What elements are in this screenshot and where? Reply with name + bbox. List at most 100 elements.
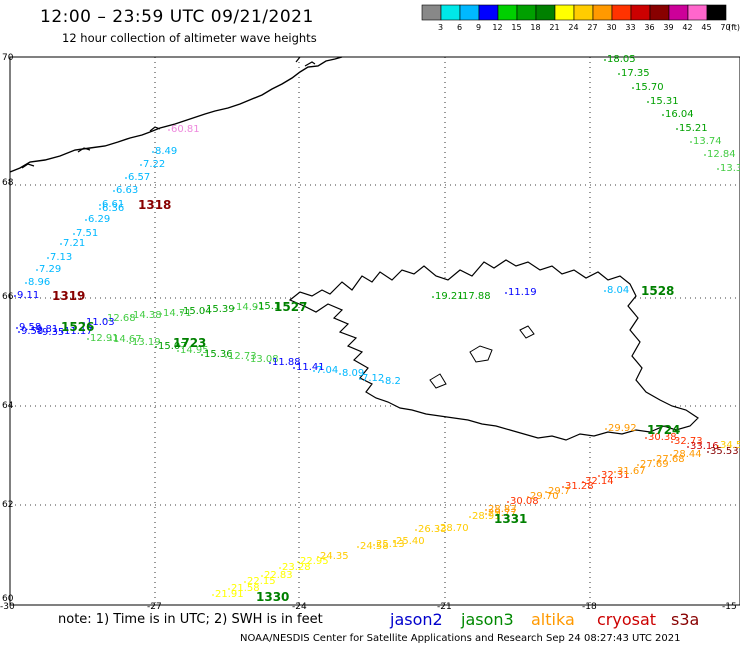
track-point bbox=[160, 313, 162, 315]
wave-height-value: 22.83 bbox=[264, 570, 293, 581]
legend-label: 45 bbox=[701, 23, 712, 32]
satellite-name-jason2: jason2 bbox=[390, 610, 443, 629]
legend-swatch bbox=[535, 4, 556, 21]
legend-swatch bbox=[687, 4, 708, 21]
legend-swatch bbox=[497, 4, 518, 21]
wave-height-value: 30.08 bbox=[510, 496, 539, 507]
legend-label: 42 bbox=[682, 23, 693, 32]
track-point bbox=[255, 306, 257, 308]
track-point bbox=[562, 486, 564, 488]
wave-height-value: 28.91 bbox=[472, 511, 501, 522]
wave-height-track-markers bbox=[14, 59, 719, 596]
wave-height-value: 15.39 bbox=[206, 304, 235, 315]
x-tick-label: -15 bbox=[722, 602, 737, 612]
footer-credit: NOAA/NESDIS Center for Satellite Applica… bbox=[240, 633, 681, 644]
track-point bbox=[637, 464, 639, 466]
track-point bbox=[73, 233, 75, 235]
track-point bbox=[60, 243, 62, 245]
wave-height-value: 9.58 bbox=[19, 322, 42, 333]
track-point bbox=[459, 296, 461, 298]
wave-height-value: 15.36 bbox=[204, 349, 233, 360]
legend-label: 12 bbox=[492, 23, 503, 32]
track-point bbox=[614, 471, 616, 473]
map-frame bbox=[9, 56, 740, 606]
track-point bbox=[690, 141, 692, 143]
track-point bbox=[87, 338, 89, 340]
track-point bbox=[212, 594, 214, 596]
legend-label: 15 bbox=[511, 23, 522, 32]
x-tick-label: -18 bbox=[582, 602, 597, 612]
pass-time-label: 1723 bbox=[173, 336, 207, 350]
track-point bbox=[110, 339, 112, 341]
wave-height-value: 6.29 bbox=[88, 214, 111, 225]
wave-height-value: 32.73 bbox=[674, 436, 703, 447]
pass-time-label: 1528 bbox=[641, 284, 675, 298]
wave-height-value: 7.04 bbox=[316, 365, 339, 376]
wave-height-value: 17.88 bbox=[462, 291, 491, 302]
track-point bbox=[432, 296, 434, 298]
legend-swatch bbox=[706, 4, 727, 21]
wave-height-value: 9.81 bbox=[36, 324, 59, 335]
pass-time-label: 1330 bbox=[256, 590, 290, 604]
wave-height-value: 7.29 bbox=[39, 264, 62, 275]
y-tick-label: 60 bbox=[2, 594, 14, 604]
wave-height-value: 16.04 bbox=[665, 109, 694, 120]
wave-height-value: 28.44 bbox=[673, 449, 702, 460]
track-point bbox=[99, 204, 101, 206]
track-point bbox=[317, 556, 319, 558]
track-point bbox=[140, 164, 142, 166]
track-point bbox=[670, 454, 672, 456]
greenland-coast-detail bbox=[21, 56, 316, 169]
pass-time-label: 1526 bbox=[61, 320, 95, 334]
wave-height-value: 28.70 bbox=[440, 523, 469, 534]
greenland-coastline bbox=[9, 56, 343, 173]
track-point bbox=[393, 541, 395, 543]
legend-label: 21 bbox=[549, 23, 560, 32]
track-point bbox=[357, 546, 359, 548]
legend-swatch bbox=[611, 4, 632, 21]
track-point bbox=[83, 322, 85, 324]
track-point bbox=[104, 318, 106, 320]
legend-label: 9 bbox=[475, 23, 482, 32]
track-point bbox=[261, 575, 263, 577]
wave-height-value: 15.31 bbox=[650, 96, 679, 107]
wave-height-value: 27.68 bbox=[656, 454, 685, 465]
track-point bbox=[130, 315, 132, 317]
track-point bbox=[527, 496, 529, 498]
wave-height-value: 15.04 bbox=[183, 306, 212, 317]
track-point bbox=[18, 331, 20, 333]
wave-height-value: 22.15 bbox=[247, 576, 276, 587]
wave-height-value: 14.38 bbox=[133, 310, 162, 321]
track-point bbox=[247, 359, 249, 361]
wave-height-value: 7.13 bbox=[50, 252, 73, 263]
legend-swatch bbox=[516, 4, 537, 21]
track-point bbox=[39, 332, 41, 334]
wave-height-value: 15.1 bbox=[258, 301, 281, 312]
wave-height-value: 33.16 bbox=[690, 441, 719, 452]
track-point bbox=[25, 282, 27, 284]
wave-height-value: 25.13 bbox=[376, 539, 405, 550]
track-point bbox=[382, 381, 384, 383]
legend-swatch bbox=[592, 4, 613, 21]
track-point bbox=[469, 516, 471, 518]
track-point bbox=[647, 101, 649, 103]
legend-label: 27 bbox=[587, 23, 598, 32]
track-point bbox=[293, 367, 295, 369]
track-point bbox=[507, 501, 509, 503]
wave-height-value: 19.21 bbox=[435, 291, 464, 302]
wave-height-value: 12.91 bbox=[90, 333, 119, 344]
wave-height-value: 24.35 bbox=[320, 551, 349, 562]
track-point bbox=[47, 257, 49, 259]
track-point bbox=[618, 73, 620, 75]
wave-height-value: 12.84 bbox=[707, 149, 736, 160]
track-point bbox=[180, 311, 182, 313]
wave-height-value: 11.41 bbox=[296, 362, 325, 373]
track-point bbox=[505, 292, 507, 294]
wave-height-value: 7.51 bbox=[76, 228, 99, 239]
wave-height-value: 8.04 bbox=[607, 285, 630, 296]
wave-height-value: 26.33 bbox=[418, 524, 447, 535]
wave-height-value: 17.35 bbox=[621, 68, 650, 79]
legend-swatch bbox=[478, 4, 499, 21]
wave-height-value: 12.68 bbox=[107, 313, 136, 324]
